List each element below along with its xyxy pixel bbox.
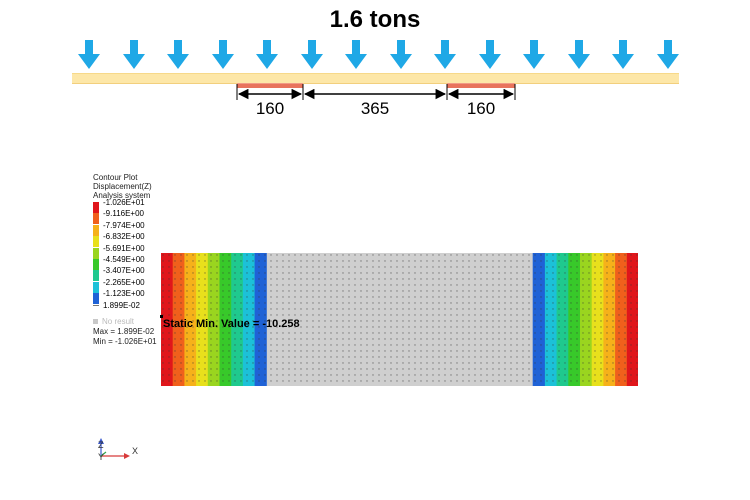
legend-header: Contour Plot Displacement(Z) Analysis sy… xyxy=(93,173,152,200)
legend-value: -9.116E+00 xyxy=(103,209,144,219)
legend-value: -1.026E+01 xyxy=(103,198,145,207)
legend-swatch xyxy=(93,293,99,305)
legend-value: -3.407E+00 xyxy=(103,266,145,276)
legend-swatch xyxy=(93,270,99,282)
legend-value: -1.123E+00 xyxy=(103,289,145,299)
contour-plate xyxy=(161,253,638,386)
legend-level: -2.265E+00 xyxy=(93,278,163,293)
load-arrow-icon xyxy=(523,40,545,70)
legend-value: -6.832E+00 xyxy=(103,232,145,242)
left-support xyxy=(237,83,303,88)
axis-triad-icon xyxy=(98,438,130,459)
legend-value: -7.974E+00 xyxy=(103,220,145,230)
load-title: 1.6 tons xyxy=(329,6,421,33)
legend-swatch xyxy=(93,213,99,225)
legend-level: 1.899E-02 xyxy=(93,301,163,316)
legend-title-line: Contour Plot xyxy=(93,173,138,182)
axis-triad: Z Y X xyxy=(90,438,150,468)
legend-swatch xyxy=(93,247,99,259)
dimension-left-label: 160 xyxy=(255,99,285,118)
legend-swatch xyxy=(93,304,99,306)
load-arrow-icon xyxy=(211,40,234,70)
legend-max: Max = 1.899E-02 xyxy=(93,327,155,336)
legend-level: -7.974E+00 xyxy=(93,221,163,236)
legend-value: 1.899E-02 xyxy=(103,300,140,310)
load-arrow-icon xyxy=(256,40,278,70)
load-arrow-icon xyxy=(567,40,590,70)
legend-title-line: Analysis system xyxy=(93,191,151,200)
legend-swatch xyxy=(93,281,99,293)
no-result-swatch xyxy=(93,319,98,324)
right-support xyxy=(447,83,515,88)
legend-swatch xyxy=(93,202,99,213)
legend-title-line: Displacement(Z) xyxy=(93,182,152,191)
load-arrow-icon xyxy=(656,40,679,70)
dimension-lines xyxy=(236,84,516,100)
legend-level: -3.407E+00 xyxy=(93,266,163,282)
legend-level: -4.549E+00 xyxy=(93,255,163,270)
load-arrow-icon xyxy=(389,40,412,70)
beam xyxy=(72,73,679,84)
load-arrow-icon xyxy=(78,40,100,70)
load-arrow-icon xyxy=(122,40,145,70)
legend-swatch xyxy=(93,224,99,236)
dimension-right-label: 160 xyxy=(466,99,496,118)
legend-swatch xyxy=(93,259,99,270)
static-min-marker xyxy=(160,315,163,318)
legend-swatch xyxy=(93,236,99,248)
axis-z-label: Z xyxy=(98,440,104,450)
legend-level: -1.026E+01 xyxy=(93,198,163,213)
load-arrow-icon xyxy=(167,40,189,70)
load-arrow-icon xyxy=(612,40,634,70)
load-arrow-icon xyxy=(345,40,367,70)
dimension-middle-label: 365 xyxy=(360,99,390,118)
legend-level: -6.832E+00 xyxy=(93,232,163,248)
axis-y-label: Y xyxy=(98,452,105,462)
legend-level: -1.123E+00 xyxy=(93,289,163,305)
load-arrow-icon xyxy=(478,40,501,70)
legend-value: -2.265E+00 xyxy=(103,277,145,287)
legend-value: -4.549E+00 xyxy=(103,255,145,264)
legend-value: -5.691E+00 xyxy=(103,243,145,253)
axis-x-label: X xyxy=(132,446,139,456)
load-arrow-icon xyxy=(300,40,323,70)
static-min-value-label: Static Min. Value = -10.258 xyxy=(163,318,300,330)
legend-level: -5.691E+00 xyxy=(93,244,163,259)
legend-min: Min = -1.026E+01 xyxy=(93,337,157,346)
load-arrow-icon xyxy=(434,40,456,70)
legend-no-result: No result xyxy=(93,317,134,326)
load-arrows xyxy=(78,40,679,72)
legend-level: -9.116E+00 xyxy=(93,209,163,225)
